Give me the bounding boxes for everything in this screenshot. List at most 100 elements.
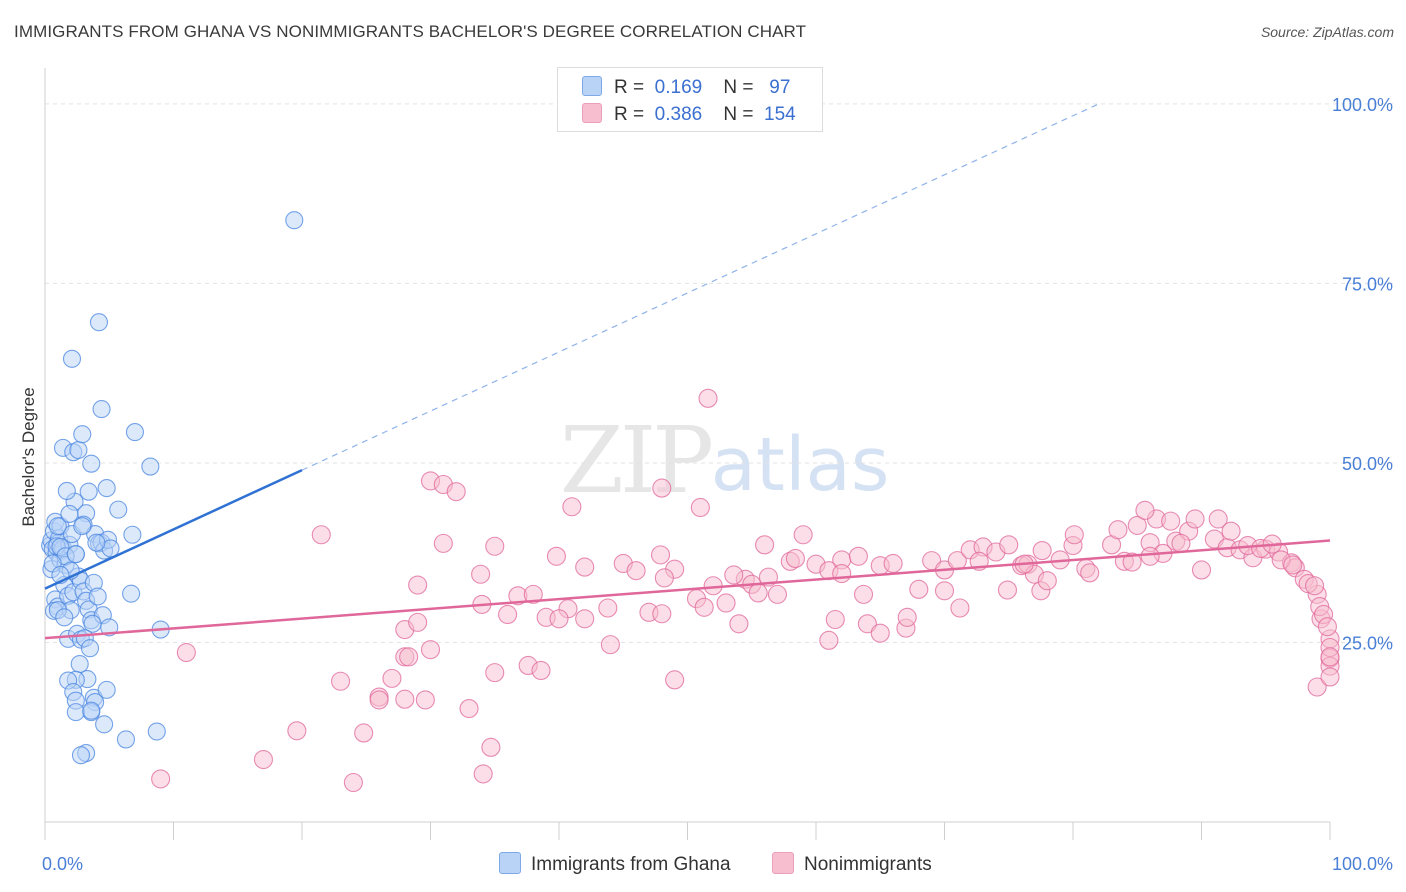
point-nonimmigrants [408, 575, 428, 595]
bottom-legend-label-ghana: Immigrants from Ghana [531, 854, 731, 875]
point-ghana [97, 479, 116, 498]
point-nonimmigrants [330, 671, 351, 691]
legend-row-nonimmigrants: R = 0.386 N = 154 [582, 103, 796, 127]
point-nonimmigrants [1108, 520, 1128, 540]
point-nonimmigrants [698, 388, 718, 408]
point-nonimmigrants [408, 612, 428, 632]
bottom-legend-nonimmigrants: Nonimmigrants [772, 852, 932, 876]
point-nonimmigrants [562, 497, 582, 517]
point-nonimmigrants [1317, 617, 1337, 637]
y-tick-label: 100.0% [1332, 95, 1393, 115]
point-ghana [88, 587, 107, 606]
legend-stats: R = 0.169 N = 97 R = 0.386 N = 154 [557, 67, 823, 132]
y-tick-label: 75.0% [1342, 274, 1393, 294]
y-tick-label: 25.0% [1342, 633, 1393, 653]
point-ghana [66, 545, 85, 564]
point-nonimmigrants [600, 635, 620, 655]
point-ghana [73, 425, 92, 444]
point-nonimmigrants [253, 749, 274, 770]
point-ghana [69, 440, 88, 460]
legend-r-label: R = [614, 104, 645, 125]
point-ghana [116, 730, 136, 749]
point-nonimmigrants [287, 721, 307, 741]
y-axis-label: Bachelor's Degree [19, 387, 38, 526]
point-nonimmigrants [853, 584, 874, 604]
legend-n-label: N = [723, 104, 754, 125]
point-ghana [80, 639, 100, 658]
point-nonimmigrants [382, 668, 402, 688]
point-nonimmigrants [997, 580, 1018, 600]
point-nonimmigrants [369, 690, 389, 710]
point-nonimmigrants [748, 583, 768, 603]
point-ghana [60, 504, 79, 523]
point-nonimmigrants [934, 581, 955, 601]
x-tick-label: 0.0% [42, 854, 83, 874]
point-nonimmigrants [1191, 560, 1212, 580]
point-nonimmigrants [1320, 667, 1340, 687]
legend-n-label: N = [723, 77, 754, 98]
bottom-legend-ghana: Immigrants from Ghana [499, 852, 731, 876]
point-ghana [66, 703, 85, 722]
point-nonimmigrants [654, 568, 674, 588]
legend-r-value: 0.169 [654, 77, 703, 98]
point-ghana [62, 349, 82, 368]
point-nonimmigrants [832, 563, 852, 584]
point-nonimmigrants [395, 689, 415, 709]
legend-row-ghana: R = 0.169 N = 97 [582, 76, 790, 100]
point-nonimmigrants [433, 533, 453, 553]
point-nonimmigrants [999, 535, 1019, 555]
point-ghana [83, 614, 102, 633]
point-nonimmigrants [767, 584, 788, 604]
point-nonimmigrants [665, 670, 685, 690]
point-nonimmigrants [1122, 552, 1142, 572]
watermark-atlas: atlas [711, 422, 890, 508]
point-nonimmigrants [498, 604, 518, 625]
point-nonimmigrants [1127, 515, 1147, 535]
point-nonimmigrants [690, 497, 710, 518]
trendline-nonimmigrants [44, 539, 1331, 640]
point-ghana [147, 722, 166, 741]
point-nonimmigrants [446, 482, 466, 502]
point-nonimmigrants [415, 690, 435, 710]
point-nonimmigrants [1135, 500, 1155, 520]
watermark-zip: ZIP [560, 407, 711, 514]
point-nonimmigrants [724, 565, 744, 585]
point-nonimmigrants [531, 660, 551, 681]
point-nonimmigrants [1320, 647, 1340, 667]
point-nonimmigrants [650, 545, 671, 565]
chart-title: IMMIGRANTS FROM GHANA VS NONIMMIGRANTS B… [14, 22, 807, 41]
y-tick-label: 50.0% [1342, 454, 1393, 474]
point-nonimmigrants [459, 698, 479, 719]
point-nonimmigrants [471, 564, 491, 584]
point-nonimmigrants [1161, 511, 1181, 531]
point-ghana [109, 500, 128, 519]
point-ghana [57, 481, 76, 501]
point-nonimmigrants [1307, 677, 1327, 697]
point-nonimmigrants [485, 536, 505, 556]
point-nonimmigrants [1171, 533, 1191, 553]
point-ghana [141, 457, 160, 476]
point-nonimmigrants [897, 607, 917, 627]
point-nonimmigrants [399, 647, 419, 667]
legend-n-value: 97 [769, 77, 791, 98]
point-nonimmigrants [1221, 521, 1241, 541]
point-nonimmigrants [485, 663, 505, 683]
legend-n-value: 154 [764, 104, 796, 125]
point-ghana [95, 715, 114, 734]
point-nonimmigrants [694, 597, 714, 617]
point-nonimmigrants [420, 640, 441, 660]
legend-swatch-ghana [582, 76, 602, 96]
point-nonimmigrants [1140, 546, 1160, 566]
point-nonimmigrants [481, 737, 501, 757]
point-nonimmigrants [652, 478, 672, 498]
point-nonimmigrants [343, 772, 363, 793]
trendline-ghana-extension [301, 103, 1099, 471]
point-nonimmigrants [354, 723, 374, 743]
point-nonimmigrants [575, 557, 595, 577]
point-ghana [125, 423, 144, 442]
point-nonimmigrants [311, 525, 331, 545]
point-nonimmigrants [523, 584, 543, 604]
point-nonimmigrants [652, 604, 672, 624]
point-ghana [48, 517, 67, 536]
